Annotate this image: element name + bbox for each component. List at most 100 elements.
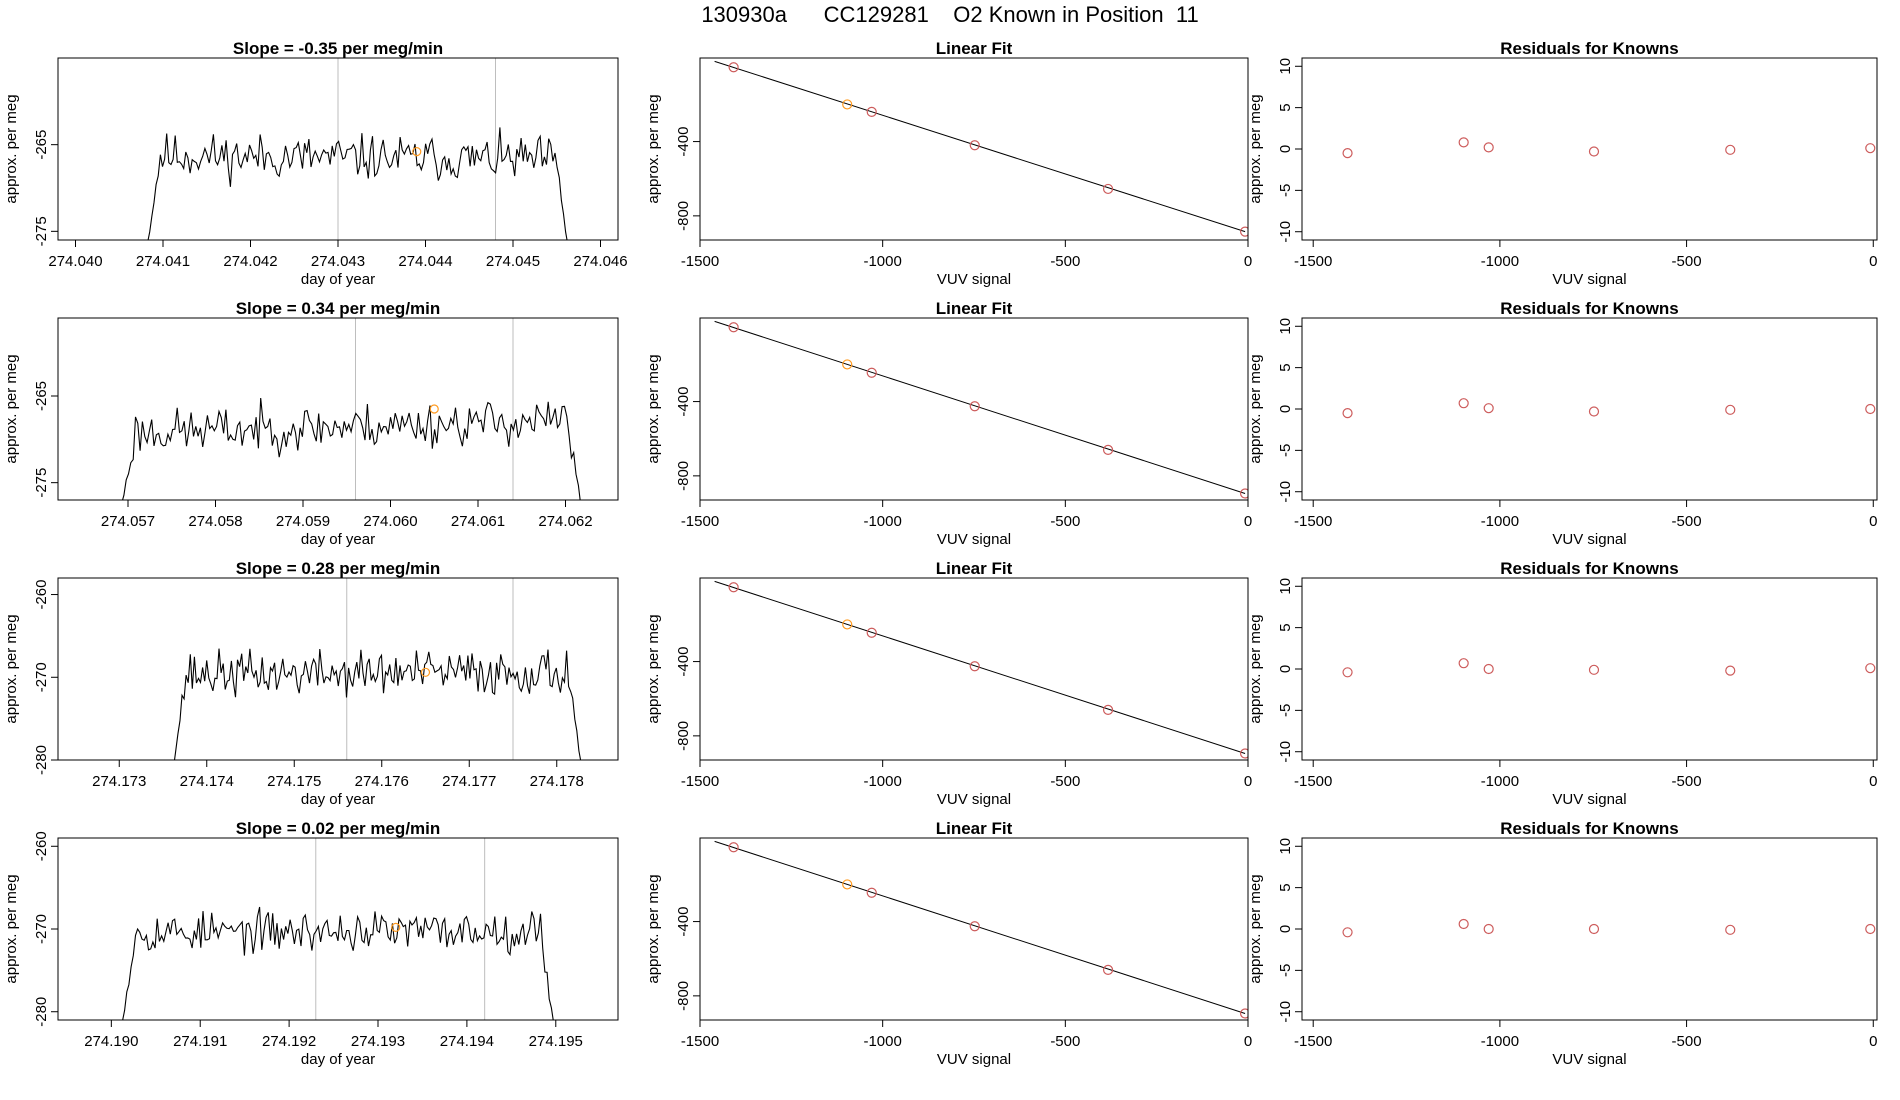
x-tick-label: 274.192	[262, 1033, 316, 1050]
chart-title: Residuals for Knowns	[1500, 39, 1679, 58]
y-tick-label: -400	[675, 907, 692, 937]
residual-point	[1865, 663, 1876, 674]
y-tick-label: -275	[33, 216, 50, 246]
x-tick-label: -1500	[1294, 513, 1332, 530]
x-tick-label: -500	[1672, 253, 1702, 270]
data-point	[866, 887, 877, 898]
x-tick-label: -1000	[1481, 773, 1519, 790]
x-axis-label: VUV signal	[1552, 531, 1626, 548]
highlight-point	[412, 147, 422, 157]
chart-title: Linear Fit	[936, 39, 1013, 58]
x-tick-label: -1500	[1294, 773, 1332, 790]
plot-area	[122, 838, 554, 1020]
linear_fit-chart-row-3: Linear Fit -1500 -1000 -500 0 VUV signal -400 -…	[645, 559, 1252, 808]
signal-trace-line	[173, 648, 582, 760]
x-tick-label: 274.045	[486, 253, 540, 270]
chart-title: Slope = 0.34 per meg/min	[236, 299, 441, 318]
data-point	[842, 359, 853, 370]
signal-trace-line	[122, 906, 554, 1020]
y-tick-label: 10	[1277, 58, 1294, 75]
residual-point	[1865, 403, 1876, 415]
residual-point	[1725, 924, 1736, 935]
y-tick-label: -5	[1277, 704, 1294, 717]
residual-point	[1865, 143, 1876, 154]
y-tick-label: -270	[33, 662, 50, 692]
y-axis-label: approx. per meg	[1247, 874, 1264, 983]
residual-point	[1725, 665, 1736, 676]
plot-area	[714, 840, 1248, 1019]
x-axis-label: day of year	[301, 1051, 375, 1068]
y-tick-label: -260	[33, 831, 50, 861]
data-point	[842, 619, 853, 630]
x-tick-label: 0	[1244, 253, 1252, 270]
y-tick-label: 0	[1277, 665, 1294, 673]
x-tick-label: 0	[1244, 1033, 1252, 1050]
x-tick-label: 274.046	[573, 253, 627, 270]
x-tick-label: 274.061	[451, 513, 505, 530]
plot-frame	[699, 577, 1249, 761]
x-tick-label: 274.043	[311, 253, 365, 270]
y-tick-label: -5	[1277, 444, 1294, 457]
x-tick-label: 274.041	[136, 253, 190, 270]
data-point	[969, 661, 980, 672]
plot-area	[121, 318, 581, 500]
y-tick-label: -10	[1277, 481, 1294, 503]
x-tick-label: -1000	[863, 773, 901, 790]
y-tick-label: 0	[1277, 145, 1294, 153]
data-point	[728, 62, 739, 73]
x-tick-label: 274.190	[84, 1033, 138, 1050]
residual-point	[1342, 148, 1353, 159]
data-point	[1102, 704, 1114, 715]
x-tick-label: 274.057	[101, 513, 155, 530]
y-axis-label: approx. per meg	[1247, 354, 1264, 463]
plot-frame	[699, 837, 1249, 1021]
linear_fit-chart-row-2: Linear Fit -1500 -1000 -500 0 VUV signal -400 -…	[645, 299, 1252, 548]
residual-point	[1483, 923, 1494, 935]
data-point	[1102, 444, 1114, 455]
x-tick-label: 274.176	[355, 773, 409, 790]
highlight-point	[429, 404, 439, 414]
data-point	[728, 322, 739, 333]
y-tick-label: -400	[675, 387, 692, 417]
highlight-point	[420, 667, 431, 677]
plot-frame	[1301, 57, 1878, 241]
residual-point	[1725, 404, 1736, 415]
x-axis-label: day of year	[301, 531, 375, 548]
residual-point	[1458, 658, 1469, 669]
x-tick-label: 274.178	[530, 773, 584, 790]
y-tick-label: -265	[33, 130, 50, 160]
data-point	[1102, 964, 1114, 975]
y-tick-label: -400	[675, 647, 692, 677]
residual-point	[1483, 403, 1494, 414]
fit-line	[714, 320, 1246, 494]
residual-point	[1483, 663, 1494, 675]
x-tick-label: 274.175	[267, 773, 321, 790]
data-point	[728, 582, 739, 593]
x-tick-label: -1500	[681, 773, 719, 790]
data-point	[1102, 183, 1114, 195]
x-tick-label: -500	[1050, 1033, 1080, 1050]
x-tick-label: -1500	[681, 513, 719, 530]
y-tick-label: -10	[1277, 221, 1294, 243]
x-tick-label: 0	[1869, 773, 1877, 790]
residual-point	[1342, 408, 1353, 419]
x-tick-label: 0	[1869, 513, 1877, 530]
x-axis-label: VUV signal	[937, 531, 1011, 548]
x-tick-label: -500	[1672, 1033, 1702, 1050]
y-tick-label: -275	[33, 468, 50, 498]
y-tick-label: -800	[675, 981, 692, 1011]
signal-trace-line	[147, 127, 568, 240]
plot-frame	[1301, 577, 1878, 761]
x-axis-label: VUV signal	[937, 271, 1011, 288]
highlight-point	[391, 922, 401, 932]
x-tick-label: 274.060	[363, 513, 417, 530]
y-tick-label: -5	[1277, 184, 1294, 197]
y-tick-label: -265	[33, 381, 50, 411]
data-point	[866, 627, 877, 638]
chart-title: Residuals for Knowns	[1500, 559, 1679, 578]
y-tick-label: -280	[33, 997, 50, 1027]
plot-frame	[57, 837, 619, 1021]
x-tick-label: 274.195	[529, 1033, 583, 1050]
x-tick-label: -500	[1050, 253, 1080, 270]
